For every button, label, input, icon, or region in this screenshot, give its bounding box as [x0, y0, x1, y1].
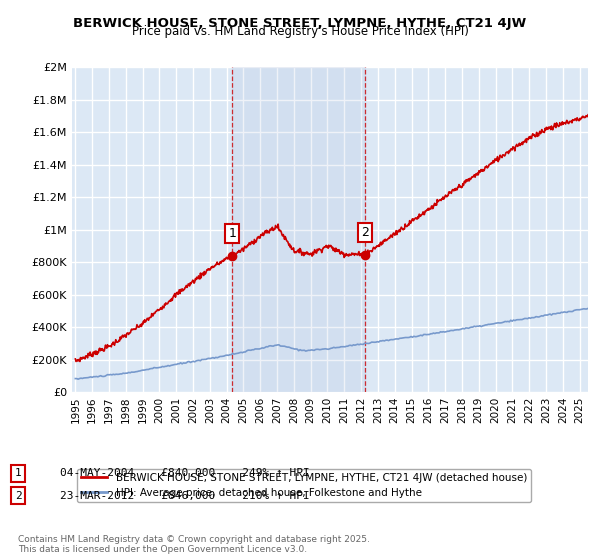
Text: 1: 1	[229, 227, 236, 240]
Text: BERWICK HOUSE, STONE STREET, LYMPNE, HYTHE, CT21 4JW: BERWICK HOUSE, STONE STREET, LYMPNE, HYT…	[73, 17, 527, 30]
Text: Contains HM Land Registry data © Crown copyright and database right 2025.
This d: Contains HM Land Registry data © Crown c…	[18, 535, 370, 554]
Legend: BERWICK HOUSE, STONE STREET, LYMPNE, HYTHE, CT21 4JW (detached house), HPI: Aver: BERWICK HOUSE, STONE STREET, LYMPNE, HYT…	[77, 469, 531, 502]
Text: 2: 2	[361, 226, 369, 239]
Text: 23-MAR-2012    £846,000    210% ↑ HPI: 23-MAR-2012 £846,000 210% ↑ HPI	[60, 491, 310, 501]
Text: 04-MAY-2004    £840,000    249% ↑ HPI: 04-MAY-2004 £840,000 249% ↑ HPI	[60, 468, 310, 478]
Text: 2: 2	[14, 491, 22, 501]
Text: 1: 1	[14, 468, 22, 478]
Text: Price paid vs. HM Land Registry's House Price Index (HPI): Price paid vs. HM Land Registry's House …	[131, 25, 469, 38]
Bar	[232, 67, 365, 392]
